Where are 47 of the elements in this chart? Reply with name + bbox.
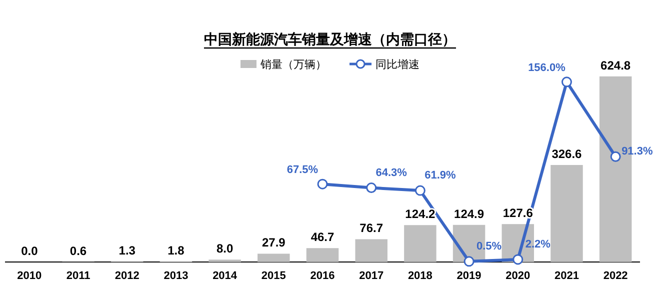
bar <box>550 164 583 262</box>
x-tick-label: 2018 <box>408 270 432 282</box>
chart-title: 中国新能源汽车销量及增速（内需口径） <box>204 31 456 47</box>
x-tick-label: 2017 <box>359 270 384 282</box>
data-label: 156.0% <box>528 62 566 74</box>
data-label: 0.6 <box>70 244 87 258</box>
point <box>610 151 621 162</box>
point <box>464 256 474 267</box>
data-label: 124.9 <box>454 206 484 221</box>
x-tick-label: 2021 <box>554 270 579 282</box>
bar <box>355 239 388 262</box>
data-label: 0.5% <box>476 240 502 252</box>
point <box>366 182 377 194</box>
point <box>561 76 572 88</box>
x-tick-label: 2022 <box>603 270 628 282</box>
data-label: 27.9 <box>262 236 286 250</box>
legend-label: 同比增速 <box>376 58 420 71</box>
x-tick-label: 2012 <box>114 270 140 282</box>
data-label: 64.3% <box>376 166 408 179</box>
data-label: 8.0 <box>216 242 234 256</box>
data-label: 76.7 <box>360 221 384 236</box>
data-label: 624.8 <box>600 58 631 72</box>
data-label: 0.0 <box>21 244 38 258</box>
x-tick-label: 2014 <box>212 270 238 282</box>
legend-label: 销量（万辆） <box>260 59 326 71</box>
data-label: 91.3% <box>622 146 653 158</box>
bar <box>404 225 436 262</box>
data-label: 61.9% <box>424 170 456 182</box>
point <box>317 178 328 190</box>
bar <box>258 254 290 262</box>
data-label: 67.5% <box>286 164 318 176</box>
point <box>414 185 426 196</box>
x-tick-label: 2011 <box>66 270 90 282</box>
x-tick-label: 2010 <box>17 270 42 282</box>
x-tick-label: 2020 <box>506 270 530 282</box>
x-tick-label: 2013 <box>164 270 188 282</box>
x-tick-label: 2015 <box>261 270 286 282</box>
bar <box>306 248 339 262</box>
x-tick-label: 2016 <box>310 270 335 282</box>
data-label: 1.8 <box>168 243 185 258</box>
data-label: 326.6 <box>552 146 582 161</box>
data-label: 2.2% <box>525 238 551 250</box>
point <box>512 254 524 265</box>
data-label: 46.7 <box>310 230 334 244</box>
data-label: 1.3 <box>118 244 136 258</box>
data-label: 124.2 <box>405 207 436 222</box>
x-tick-label: 2019 <box>456 270 482 282</box>
